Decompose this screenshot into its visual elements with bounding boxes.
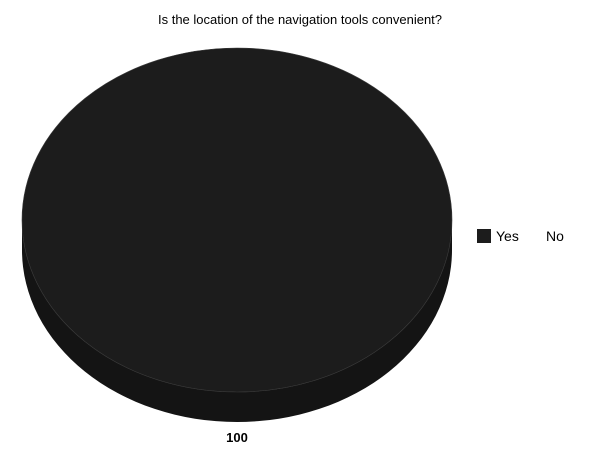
- legend-label-no: No: [546, 228, 564, 244]
- chart-title: Is the location of the navigation tools …: [158, 12, 442, 27]
- pie-slice-yes: [21, 47, 453, 393]
- data-label-yes: 100: [226, 430, 248, 445]
- legend: Yes No: [477, 228, 564, 244]
- pie-plot-area: [21, 47, 453, 422]
- legend-swatch-yes: [477, 229, 491, 243]
- pie-slice-side-yes: [22, 220, 452, 422]
- legend-label-yes: Yes: [496, 228, 519, 244]
- data-labels: 100: [226, 430, 248, 445]
